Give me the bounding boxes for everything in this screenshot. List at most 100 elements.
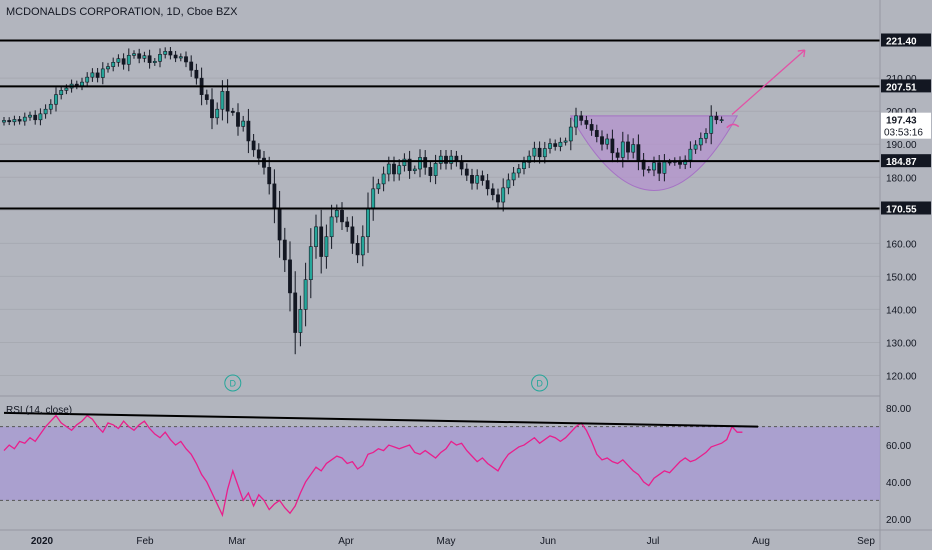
candle — [636, 134, 641, 171]
candle-body — [397, 165, 402, 175]
candle-body — [38, 113, 43, 121]
candle-body — [464, 168, 469, 176]
candle — [319, 209, 324, 274]
candle-body — [641, 159, 646, 170]
candle-body — [111, 62, 116, 67]
candle — [527, 150, 532, 169]
candle — [163, 47, 168, 59]
candle — [480, 170, 485, 186]
candle — [324, 224, 329, 269]
candle-body — [241, 120, 246, 127]
candle-body — [459, 161, 464, 170]
candle-body — [12, 119, 17, 123]
candle-body — [168, 51, 173, 56]
candle — [506, 173, 511, 195]
candle-body — [7, 120, 12, 123]
candle — [184, 51, 188, 68]
candle-body — [371, 188, 376, 209]
candle — [142, 51, 147, 63]
candle-body — [657, 162, 662, 174]
time-axis[interactable]: 2020 Feb Mar Apr May Jun Jul Aug Sep — [0, 529, 932, 547]
candle-body — [574, 115, 578, 128]
candle — [475, 169, 480, 190]
candle-body — [376, 183, 381, 190]
level-price-label[interactable]: 207.51 — [881, 79, 931, 93]
candle-body — [698, 137, 703, 146]
candle — [298, 295, 303, 347]
arrow-hook — [726, 123, 740, 129]
candle-body — [246, 120, 251, 142]
candle-body — [589, 124, 594, 131]
candle — [423, 150, 428, 175]
price-axis[interactable]: 120.00130.00140.00150.00160.00170.00180.… — [879, 0, 931, 550]
candle-body — [126, 55, 131, 65]
candle-body — [277, 208, 282, 241]
candle-body — [158, 54, 162, 62]
dividend-marker[interactable]: D — [531, 374, 549, 392]
candle-body — [542, 148, 547, 158]
candle — [397, 159, 402, 181]
candle-body — [688, 148, 693, 161]
support-resistance-levels[interactable] — [0, 39, 880, 210]
candle-body — [579, 115, 584, 121]
candles — [2, 47, 724, 355]
candle — [600, 130, 604, 151]
candle — [246, 108, 251, 154]
candle — [173, 50, 178, 63]
rsi-band — [0, 426, 880, 501]
candle — [719, 116, 724, 123]
candle — [314, 214, 318, 259]
time-tick-label: 2020 — [31, 536, 54, 547]
candle — [95, 68, 100, 83]
candle — [470, 168, 474, 190]
candle — [210, 88, 214, 130]
candle-body — [64, 87, 69, 91]
candle — [152, 58, 157, 66]
rsi-axis[interactable]: 20.00 40.00 60.00 80.00 — [886, 404, 911, 526]
candle-body — [667, 161, 672, 164]
candle — [688, 141, 693, 168]
candle-body — [173, 54, 178, 59]
candle — [490, 183, 495, 201]
candle — [532, 141, 537, 163]
level-price-label[interactable]: 170.55 — [881, 201, 931, 215]
candle-body — [438, 155, 443, 164]
level-price-text: 207.51 — [886, 82, 917, 93]
candle — [267, 156, 272, 195]
candle — [657, 155, 662, 182]
candle — [48, 99, 53, 115]
candle — [402, 153, 407, 172]
candle-body — [85, 76, 90, 83]
candle-body — [137, 53, 142, 59]
candle-body — [303, 279, 308, 310]
candle — [646, 166, 651, 174]
dividend-marker[interactable]: D — [224, 374, 242, 392]
candle-body — [293, 292, 298, 333]
candle — [350, 216, 355, 254]
candle — [704, 128, 708, 144]
level-price-label[interactable]: 221.40 — [881, 33, 931, 48]
candle-body — [418, 157, 422, 170]
candle — [376, 178, 381, 194]
candle-body — [683, 159, 688, 165]
candle — [574, 107, 578, 136]
candle-body — [537, 147, 542, 158]
candle-body — [563, 140, 568, 143]
candle — [168, 47, 173, 60]
candle-body — [95, 72, 100, 78]
dividend-label: D — [536, 379, 543, 389]
candle-body — [267, 167, 272, 185]
candle — [709, 105, 714, 145]
candle — [641, 153, 646, 177]
candle-body — [215, 108, 220, 119]
candle — [12, 115, 17, 126]
candle — [355, 235, 360, 264]
level-price-label[interactable]: 184.87 — [881, 154, 931, 168]
candle — [33, 110, 38, 125]
countdown-text: 03:53:16 — [884, 128, 923, 139]
candle-body — [527, 155, 532, 163]
candle-body — [288, 259, 292, 294]
